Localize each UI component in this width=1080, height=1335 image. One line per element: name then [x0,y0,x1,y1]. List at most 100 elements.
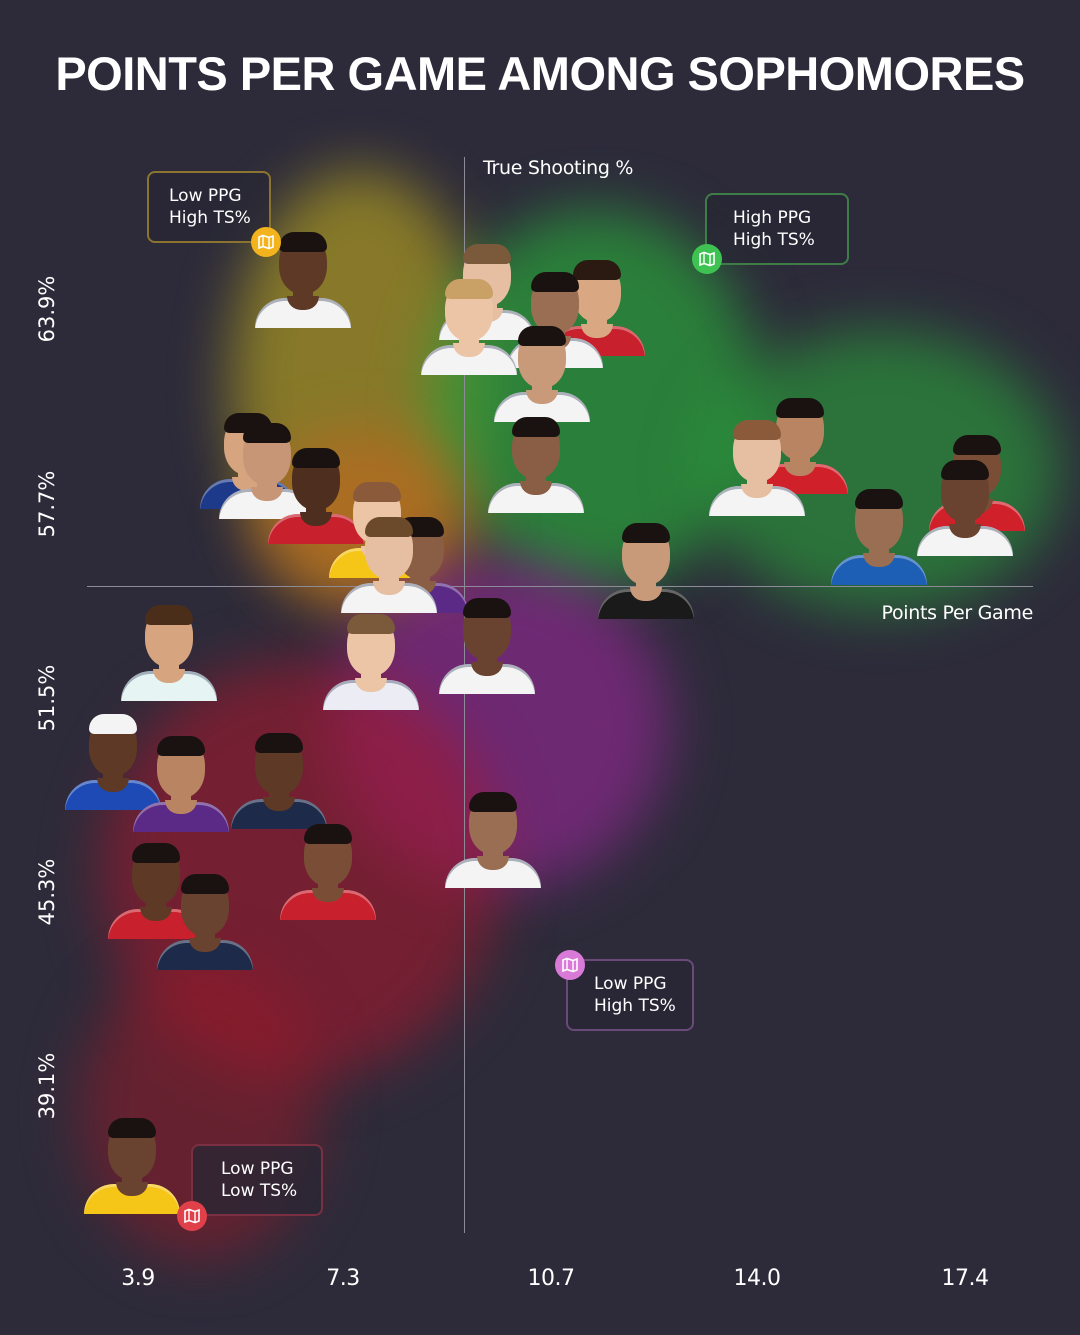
collar-shape [581,324,613,338]
hair-shape [243,423,291,443]
collar-shape [949,524,981,538]
hair-shape [255,733,303,753]
y-axis-label: True Shooting % [483,157,634,179]
player-point [596,519,696,619]
quadrant-label-bottom-left: Low PPG Low TS% [191,1144,323,1216]
player-point [321,610,421,710]
hair-shape [531,272,579,292]
hair-shape [733,420,781,440]
hair-shape [108,1118,156,1138]
chart-title: POINTS PER GAME AMONG SOPHOMORES [55,47,1025,100]
y-tick-label: 63.9% [35,275,59,343]
hair-shape [518,326,566,346]
map-icon [555,950,585,980]
collar-shape [520,481,552,495]
map-icon [251,227,281,257]
player-point [437,594,537,694]
player-point [253,228,353,328]
quadrant-label-top-left: Low PPG High TS% [147,171,271,243]
quadrant-label-top-right: High PPG High TS% [705,193,849,265]
player-point [915,456,1015,556]
collar-shape [97,778,129,792]
collar-shape [300,512,332,526]
quadrant-label-line: Low PPG [169,186,242,206]
y-tick-label: 45.3% [35,858,59,926]
hair-shape [365,517,413,537]
quadrant-label-line: Low PPG [594,974,667,994]
collar-shape [165,800,197,814]
player-point [339,513,439,613]
collar-shape [189,938,221,952]
hair-shape [776,398,824,418]
quadrant-label-line: High PPG [733,208,812,228]
hair-shape [279,232,327,252]
collar-shape [140,907,172,921]
collar-shape [263,797,295,811]
hair-shape [181,874,229,894]
hair-shape [145,605,193,625]
collar-shape [863,553,895,567]
quadrant-label-line: Low PPG [221,1159,294,1179]
quadrant-label-line: High TS% [169,208,251,228]
hair-shape [157,736,205,756]
collar-shape [741,484,773,498]
x-tick-label: 14.0 [733,1266,781,1291]
player-point [217,419,317,519]
hair-shape [941,460,989,480]
x-tick-label: 7.3 [326,1266,360,1291]
y-tick-label: 57.7% [35,470,59,538]
x-axis-line [87,586,1033,587]
y-tick-label: 51.5% [35,664,59,732]
collar-shape [251,487,283,501]
hair-shape [469,792,517,812]
player-point [63,710,163,810]
map-icon [177,1201,207,1231]
collar-shape [287,296,319,310]
quadrant-label-line: High TS% [733,230,815,250]
player-point [119,601,219,701]
collar-shape [453,343,485,357]
collar-shape [153,669,185,683]
player-point [266,444,366,544]
hair-shape [512,417,560,437]
hair-shape [347,614,395,634]
hair-shape [573,260,621,280]
collar-shape [116,1182,148,1196]
x-axis-label: Points Per Game [881,602,1034,624]
x-tick-label: 17.4 [941,1266,989,1291]
hair-shape [463,598,511,618]
quadrant-label-line: Low TS% [221,1181,298,1201]
collar-shape [784,462,816,476]
hair-shape [89,714,137,734]
player-point [106,839,206,939]
collar-shape [312,888,344,902]
player-point [419,275,519,375]
collar-shape [373,581,405,595]
hair-shape [855,489,903,509]
player-point [82,1114,182,1214]
hair-shape [953,435,1001,455]
x-tick-label: 10.7 [527,1266,575,1291]
collar-shape [526,390,558,404]
player-point [155,870,255,970]
hair-shape [132,843,180,863]
y-tick-label: 39.1% [35,1052,59,1120]
player-point [492,322,592,422]
collar-shape [630,587,662,601]
quadrant-label-bottom-right: Low PPG High TS% [566,959,694,1031]
player-point [707,416,807,516]
collar-shape [355,678,387,692]
hair-shape [445,279,493,299]
hair-shape [292,448,340,468]
player-point [829,485,929,585]
hair-shape [304,824,352,844]
hair-shape [353,482,401,502]
quadrant-label-line: High TS% [594,996,676,1016]
hair-shape [463,244,511,264]
player-point [131,732,231,832]
hair-shape [622,523,670,543]
collar-shape [471,662,503,676]
x-tick-label: 3.9 [121,1266,155,1291]
player-point [443,788,543,888]
